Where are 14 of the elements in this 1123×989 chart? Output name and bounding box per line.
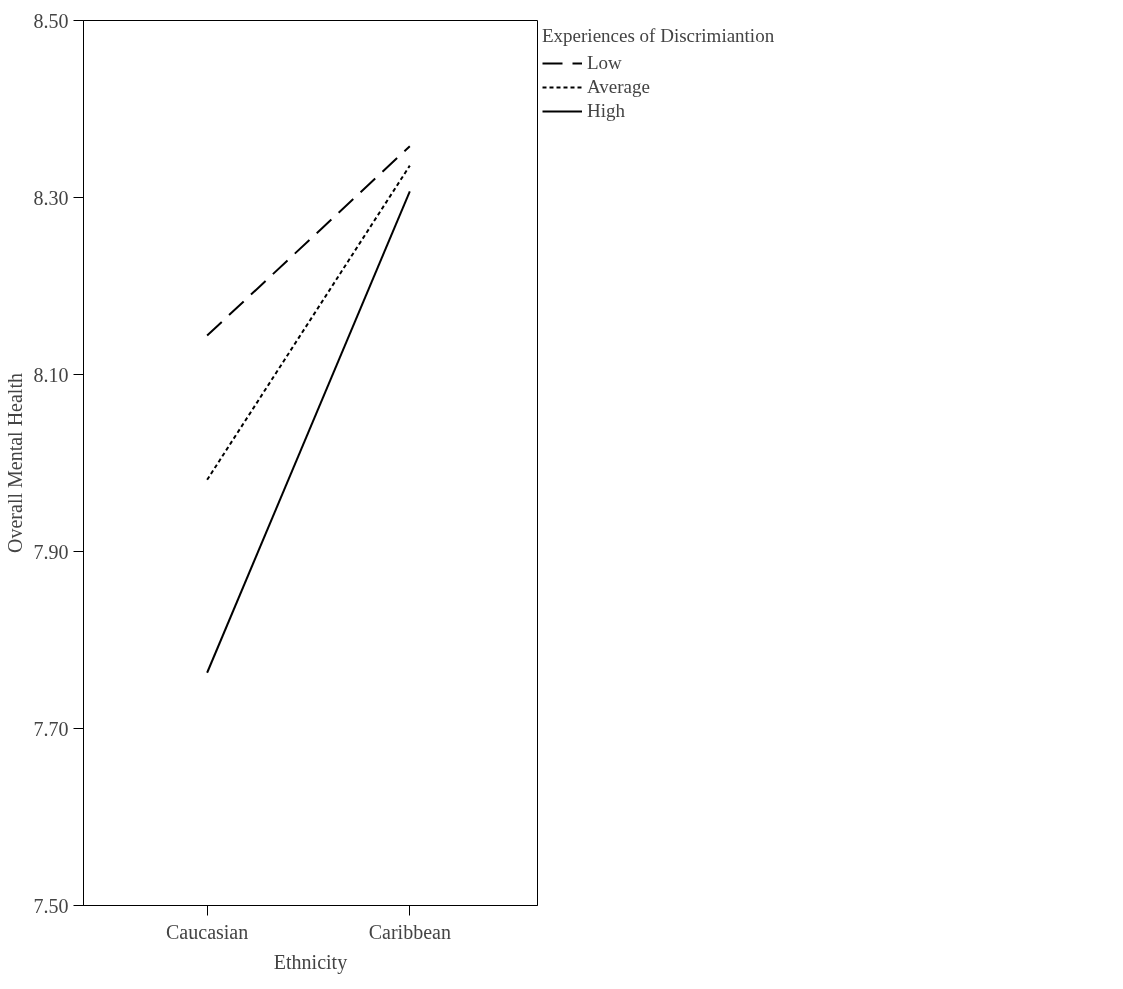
legend-title: Experiences of Discrimiantion bbox=[542, 25, 775, 47]
y-tick-label: 7.90 bbox=[33, 540, 69, 563]
legend-label: High bbox=[587, 100, 625, 122]
y-tick-label: 8.30 bbox=[33, 186, 69, 209]
y-tick-label: 8.10 bbox=[33, 363, 69, 386]
legend-label: Low bbox=[587, 52, 622, 74]
y-axis-title: Overall Mental Health bbox=[3, 373, 26, 553]
x-axis-title: Ethnicity bbox=[273, 950, 348, 974]
y-tick-label: 8.50 bbox=[33, 9, 69, 32]
x-tick-label: Caribbean bbox=[368, 920, 451, 943]
y-tick-label: 7.70 bbox=[33, 717, 69, 740]
legend-label: Average bbox=[587, 76, 650, 98]
y-tick-label: 7.50 bbox=[33, 894, 69, 917]
x-tick-label: Caucasian bbox=[166, 920, 249, 943]
